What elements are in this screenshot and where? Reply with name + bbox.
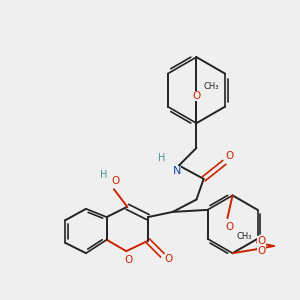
Text: O: O [225,151,234,161]
Text: O: O [257,236,266,246]
Text: O: O [192,91,201,101]
Text: O: O [112,176,120,186]
Text: H: H [100,170,107,180]
Text: O: O [164,254,173,264]
Text: N: N [172,166,181,176]
Text: O: O [124,255,133,266]
Text: CH₃: CH₃ [203,82,219,91]
Text: H: H [158,153,165,163]
Text: CH₃: CH₃ [236,232,252,241]
Text: O: O [225,222,234,233]
Text: O: O [257,246,266,256]
